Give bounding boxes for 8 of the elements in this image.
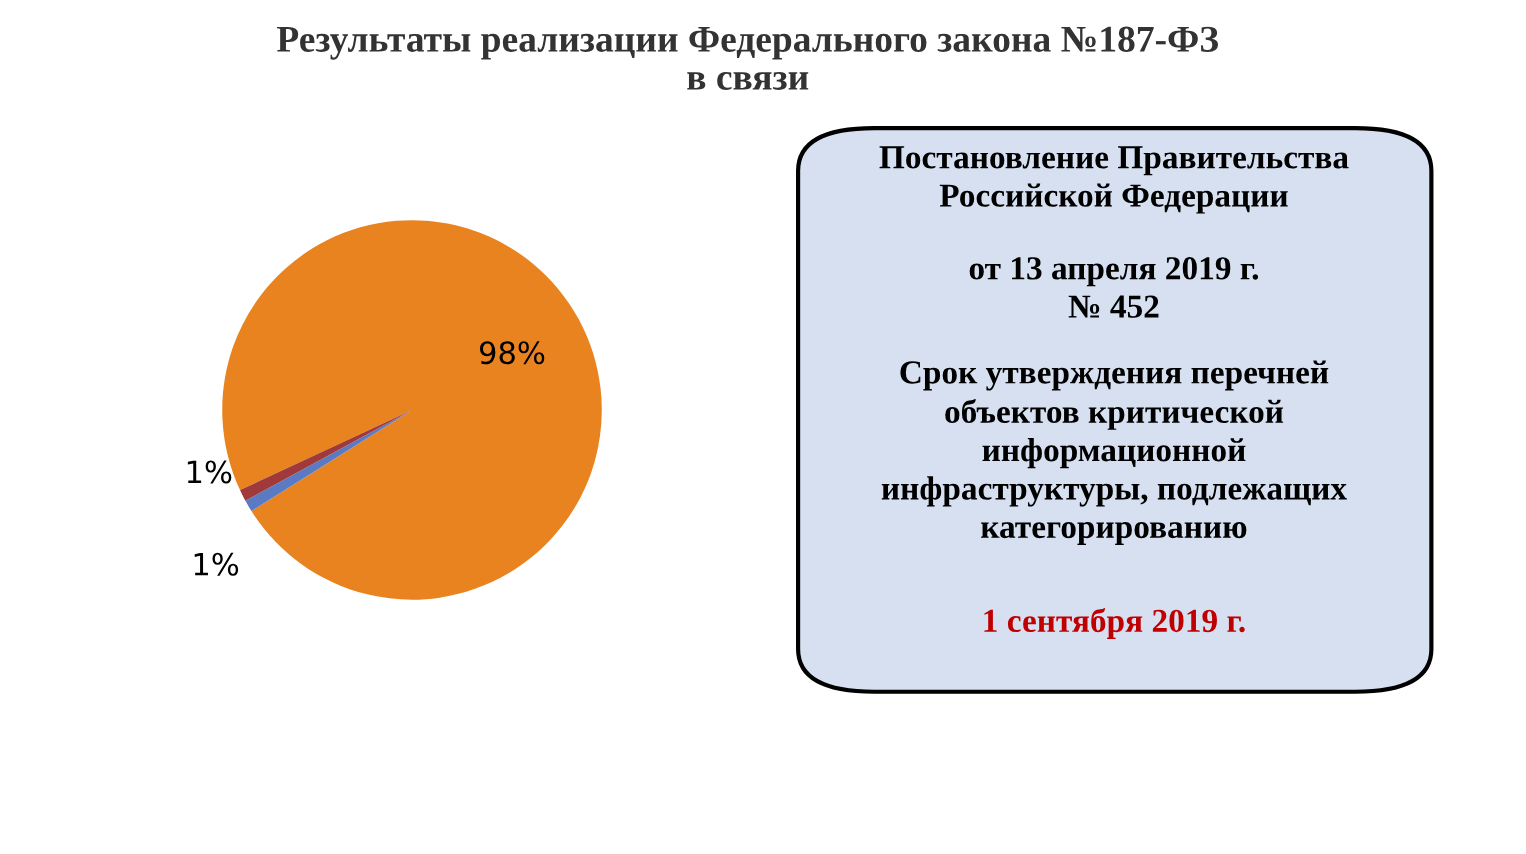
data-label: 98%: [479, 341, 545, 365]
text: от 13 апреля 2019 г. № 452: [969, 257, 1259, 318]
text: Постановление Правительства Российской Федерации: [879, 146, 1349, 214]
text: Результаты реализации Федерального закона №187-ФЗ в связи: [277, 26, 1219, 90]
text: Срок утверждения перечней объектов критической информационной инфраструктуры, подлежащих категорированию: [881, 360, 1347, 545]
data-label: 1%: [194, 552, 239, 576]
text: 1 сентября 2019 г.: [984, 607, 1245, 639]
data-label: 1%: [187, 460, 232, 484]
